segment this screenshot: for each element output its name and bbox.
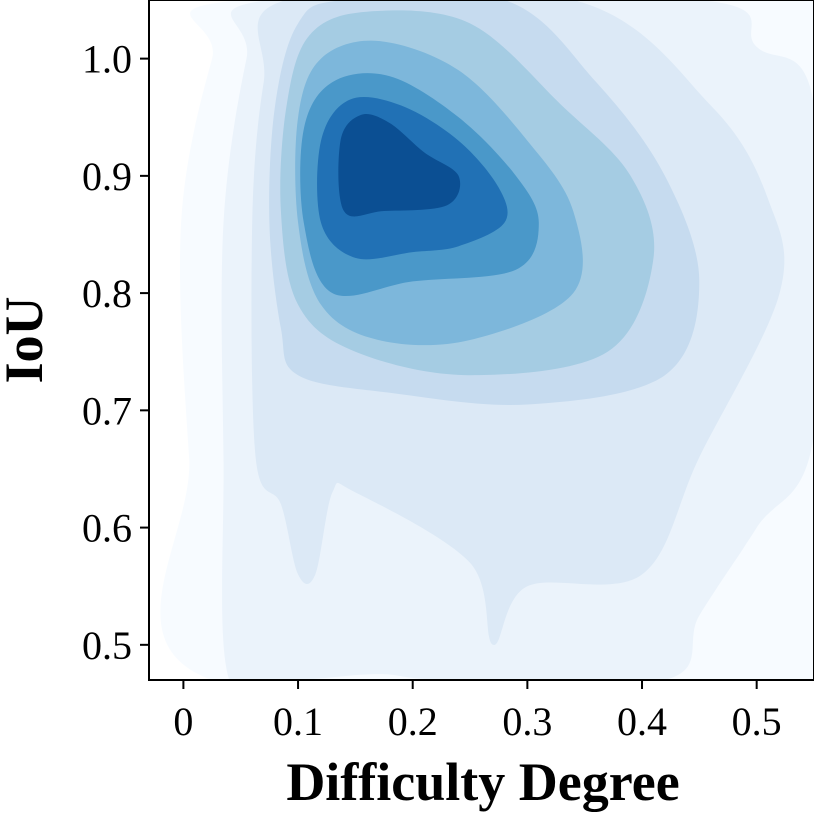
y-tick-label: 0.8 (82, 271, 132, 316)
plot-frame (148, 0, 814, 681)
x-tick-label: 0 (173, 699, 193, 744)
y-tick-label: 1.0 (82, 37, 132, 82)
y-tick-label: 0.6 (82, 506, 132, 551)
density-contours (160, 0, 814, 680)
y-tick-label: 0.5 (82, 623, 132, 668)
x-tick-label: 0.5 (732, 699, 782, 744)
x-tick-label: 0.3 (502, 699, 552, 744)
y-tick-label: 0.9 (82, 154, 132, 199)
x-tick-label: 0.1 (273, 699, 323, 744)
x-tick-label: 0.4 (617, 699, 667, 744)
contour-level-9 (338, 114, 461, 217)
x-axis-title: Difficulty Degree (286, 752, 679, 812)
y-tick-label: 0.7 (82, 388, 132, 433)
x-tick-label: 0.2 (388, 699, 438, 744)
y-axis: 0.5 0.6 0.7 0.8 0.9 1.0 (82, 37, 149, 668)
y-axis-title: IoU (0, 296, 54, 383)
x-axis: 0 0.1 0.2 0.3 0.4 0.5 (173, 680, 782, 744)
